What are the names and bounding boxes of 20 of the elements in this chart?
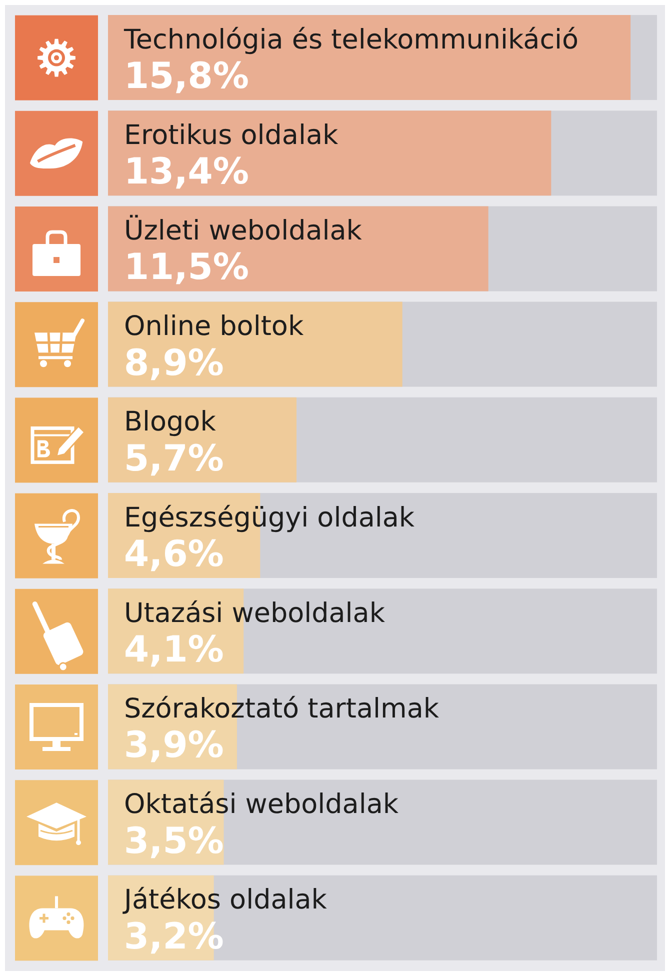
y-tick-label: Blogok — [124, 406, 216, 438]
y-tick-label: Játékos oldalak — [122, 884, 328, 916]
y-tick-label: Oktatási weboldalak — [124, 789, 399, 820]
data-label: 8,9% — [124, 342, 224, 384]
data-label: 3,5% — [124, 820, 224, 862]
y-tick-label: Online boltok — [124, 311, 304, 342]
data-label: 4,1% — [124, 630, 224, 671]
data-label: 5,7% — [124, 438, 224, 480]
data-label: 15,8% — [124, 56, 249, 97]
y-tick-label: Szórakoztató tartalmak — [124, 694, 440, 724]
data-label: 3,9% — [124, 725, 224, 766]
y-tick-label: Üzleti weboldalak — [124, 214, 362, 246]
y-tick-label: Technológia és telekommunikáció — [123, 24, 579, 56]
y-tick-label: Erotikus oldalak — [124, 120, 338, 151]
data-label: 11,5% — [124, 247, 249, 288]
data-label: 4,6% — [124, 534, 224, 575]
data-label: 13,4% — [124, 152, 249, 193]
y-tick-label: Utazási weboldalak — [124, 598, 386, 629]
y-tick-label: Egészségügyi oldalak — [124, 502, 415, 534]
data-label: 3,2% — [124, 916, 224, 958]
